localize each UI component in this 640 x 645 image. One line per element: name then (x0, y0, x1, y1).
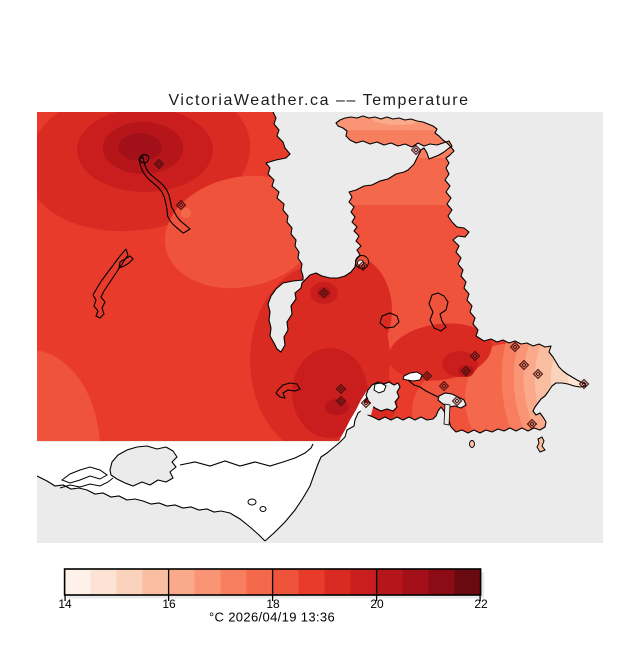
svg-text:22: 22 (474, 597, 488, 611)
svg-text:14: 14 (58, 597, 72, 611)
svg-text:20: 20 (370, 597, 384, 611)
svg-text:16: 16 (162, 597, 176, 611)
svg-text:VictoriaWeather.ca –– Temper: VictoriaWeather.ca –– Temperature (168, 92, 469, 109)
svg-text:18: 18 (266, 597, 280, 611)
svg-text:°C 2026/04/19 13:36: °C 2026/04/19 13:36 (209, 610, 335, 625)
